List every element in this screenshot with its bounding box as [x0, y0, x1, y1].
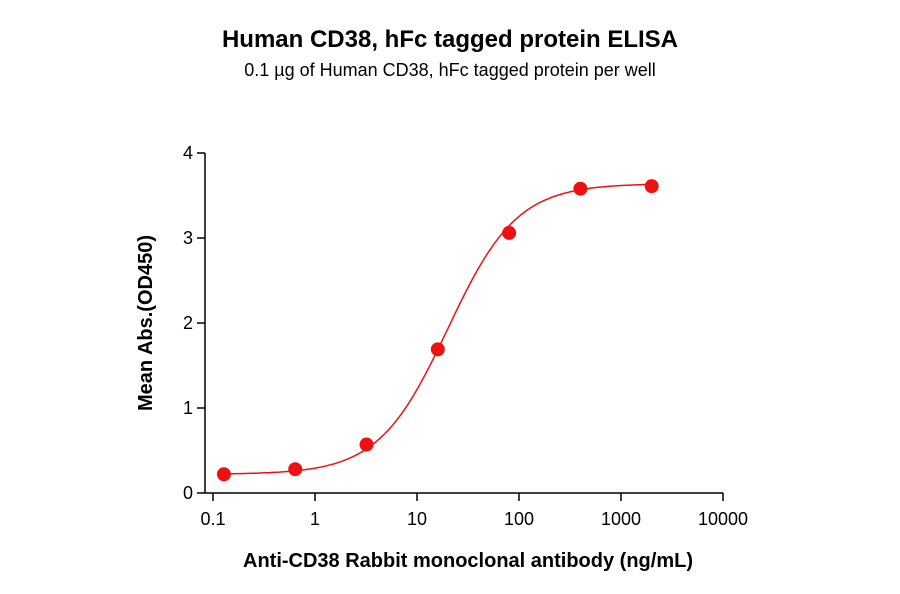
x-tick-label: 10000: [698, 509, 748, 529]
data-point: [216, 467, 231, 482]
chart-subtitle: 0.1 µg of Human CD38, hFc tagged protein…: [244, 60, 656, 80]
data-point: [430, 342, 445, 357]
data-point: [573, 181, 588, 196]
fit-curve: [223, 183, 652, 475]
y-axis-label: Mean Abs.(OD450): [135, 235, 157, 411]
data-point: [502, 225, 517, 240]
x-tick-label: 1: [310, 509, 320, 529]
y-tick-label: 0: [183, 483, 193, 503]
y-tick-label: 2: [183, 313, 193, 333]
data-point: [644, 179, 659, 194]
x-tick-label: 100: [504, 509, 534, 529]
x-tick-label: 0.1: [200, 509, 225, 529]
data-point: [288, 462, 303, 477]
x-tick-label: 10: [407, 509, 427, 529]
data-point: [359, 437, 374, 452]
x-tick-label: 1000: [601, 509, 641, 529]
x-axis-label: Anti-CD38 Rabbit monoclonal antibody (ng…: [243, 550, 693, 572]
y-tick-label: 3: [183, 228, 193, 248]
y-tick-label: 4: [183, 143, 193, 163]
y-tick-label: 1: [183, 398, 193, 418]
chart-title: Human CD38, hFc tagged protein ELISA: [221, 26, 679, 53]
